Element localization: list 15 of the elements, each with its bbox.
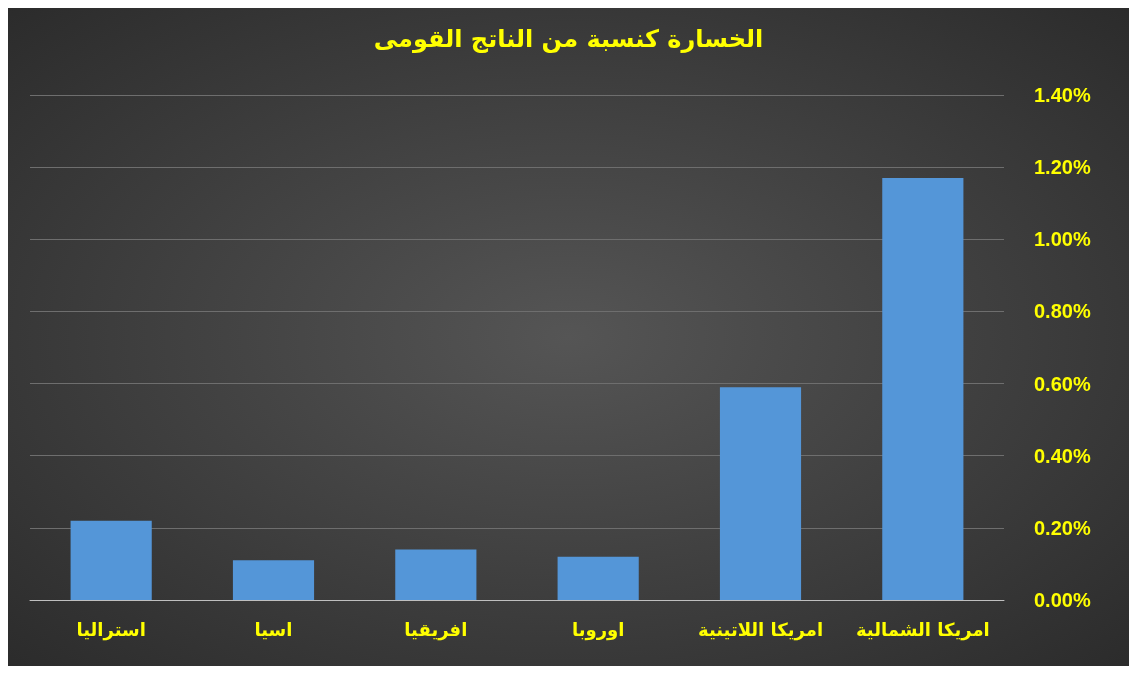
y-tick-label: 0.40% bbox=[1034, 444, 1091, 467]
y-tick-label: 1.20% bbox=[1034, 156, 1091, 179]
y-tick-label: 0.80% bbox=[1034, 300, 1091, 323]
y-tick-label: 1.00% bbox=[1034, 228, 1091, 251]
x-tick-label: اوروبا bbox=[571, 618, 625, 641]
x-tick-label: استراليا bbox=[76, 618, 146, 641]
x-tick-label: امريكا اللاتينية bbox=[697, 618, 824, 641]
y-tick-label: 0.60% bbox=[1034, 372, 1091, 395]
y-tick-label: 1.40% bbox=[1034, 84, 1091, 106]
x-tick-label: افريقيا bbox=[404, 618, 468, 641]
y-tick-label: 0.00% bbox=[1034, 589, 1091, 611]
chart-title: الخسارة كنسبة من الناتج القومى bbox=[373, 25, 764, 53]
y-tick-label: 0.20% bbox=[1034, 516, 1091, 539]
x-tick-label: امريكا الشمالية bbox=[855, 618, 990, 641]
x-tick-label: اسيا bbox=[254, 618, 293, 640]
